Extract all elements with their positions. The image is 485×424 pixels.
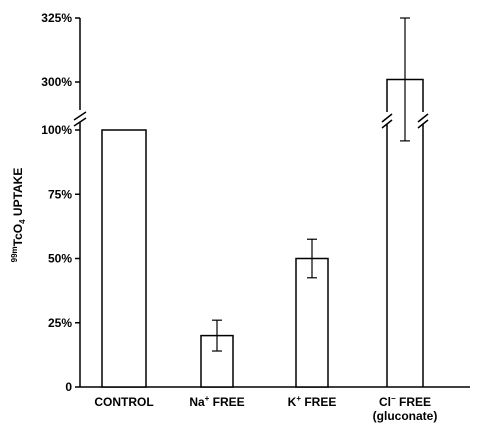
category-labels: CONTROL Na+ FREE K+ FREE Cl− FREE(gluconate… [94, 394, 437, 423]
y-tick-label: 25% [48, 316, 72, 330]
bars [101, 17, 429, 388]
y-axis-break-mark-2 [73, 117, 87, 127]
y-tick-label: 50% [48, 252, 72, 266]
y-axis-label-main: TcO [11, 224, 25, 246]
y-axis-label-sub: 4 [18, 219, 27, 224]
category-label: Cl− FREE [379, 394, 431, 409]
bar-break-mark [417, 113, 429, 123]
bar-break-mark [381, 119, 393, 129]
y-tick-label: 100% [41, 123, 72, 137]
category-label: CONTROL [94, 395, 153, 409]
y-tick-label: 0 [65, 380, 72, 394]
bar [101, 129, 147, 388]
y-tick-label: 325% [41, 11, 72, 25]
y-tick-label: 75% [48, 187, 72, 201]
bar-break-mark [417, 119, 429, 129]
y-axis-label-post: UPTAKE [11, 168, 25, 220]
y-axis-break-mark-1 [73, 111, 87, 121]
y-axis-label-sup: 99m [10, 246, 19, 262]
category-label-line2: (gluconate) [373, 409, 438, 423]
y-ticks: 0 25% 50% 75% 100% 300% 325% [41, 11, 80, 394]
svg-text:99mTcO4 UPTAKE: 99mTcO4 UPTAKE [10, 168, 27, 263]
bar-break-mark [381, 113, 393, 123]
bar-lower [386, 124, 424, 387]
y-tick-label: 300% [41, 75, 72, 89]
category-label: Na+ FREE [189, 394, 244, 409]
bar [295, 257, 329, 388]
y-axis-label: 99mTcO4 UPTAKE [10, 168, 27, 263]
category-label: K+ FREE [288, 394, 337, 409]
